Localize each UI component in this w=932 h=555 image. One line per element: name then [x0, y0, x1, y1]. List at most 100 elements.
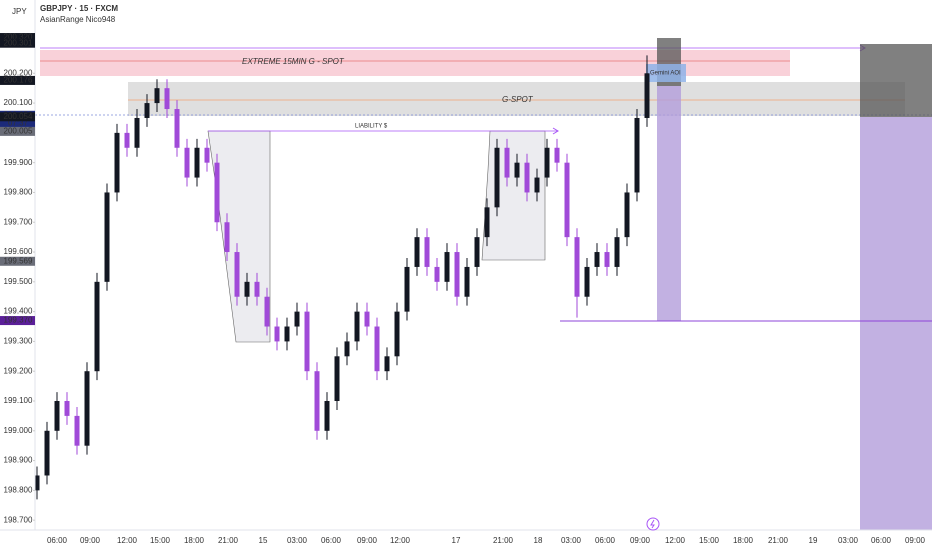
candle-body — [384, 356, 390, 372]
candle-body — [434, 266, 440, 282]
candle-body — [34, 475, 40, 491]
candles — [34, 55, 650, 500]
candle-body — [314, 371, 320, 431]
candle-body — [324, 401, 330, 431]
candle-body — [554, 147, 560, 163]
candle-body — [184, 147, 190, 178]
event-icon — [650, 519, 655, 529]
annotation: Gemini AOI — [650, 71, 681, 77]
y-tick-label: 198.800 — [4, 485, 33, 494]
candle-body — [404, 266, 410, 312]
x-tick-label: 12:00 — [390, 536, 411, 545]
g-spot-zone — [128, 82, 905, 116]
candle-body — [84, 371, 90, 446]
x-tick-label: 06:00 — [47, 536, 68, 545]
candle-body — [594, 252, 600, 267]
candle-body — [534, 177, 540, 193]
x-tick-label: 09:00 — [905, 536, 926, 545]
y-tick-label: 199.900 — [4, 158, 33, 167]
candle-body — [444, 252, 450, 282]
x-tick-label: 03:00 — [561, 536, 582, 545]
candle-body — [224, 222, 230, 253]
target-box — [657, 86, 681, 321]
candle-body — [204, 147, 210, 163]
price-badge — [0, 112, 35, 122]
target-box — [860, 117, 932, 530]
candle-body — [154, 88, 160, 104]
candle-body — [514, 162, 520, 178]
candle-body — [284, 326, 290, 342]
risk-box — [860, 44, 932, 117]
y-tick-label: 199.100 — [4, 396, 33, 405]
candle-body — [614, 237, 620, 267]
x-tick-label: 21:00 — [768, 536, 789, 545]
price-badge-label: 200.005 — [4, 126, 33, 135]
candle-body — [464, 266, 470, 297]
y-tick-label: 198.900 — [4, 456, 33, 465]
candle-body — [644, 73, 650, 118]
y-tick-label: 199.000 — [4, 426, 33, 435]
candle-body — [174, 109, 180, 148]
candle-body — [194, 147, 200, 178]
y-tick-label: 199.400 — [4, 307, 33, 316]
candle-body — [254, 281, 260, 297]
candle-body — [334, 356, 340, 402]
price-badge — [0, 256, 35, 266]
x-tick-label: 18 — [534, 536, 543, 545]
candle-body — [494, 147, 500, 208]
range-box — [481, 130, 546, 261]
countdown: 07:37 — [8, 118, 29, 127]
x-tick-label: 17 — [452, 536, 461, 545]
candle-body — [484, 207, 490, 238]
x-tick-label: 15:00 — [150, 536, 171, 545]
candle-body — [454, 252, 460, 297]
indicator: AsianRange Nico948 — [40, 15, 116, 24]
candle-body — [344, 341, 350, 357]
symbol: GBPJPY · 15 · FXCM — [40, 4, 118, 13]
price-badge — [0, 75, 35, 85]
price-badge-label: 200.301 — [4, 38, 33, 47]
x-tick-label: 18:00 — [733, 536, 754, 545]
candle-body — [364, 311, 370, 327]
x-tick-label: 15 — [259, 536, 268, 545]
candle-body — [424, 237, 430, 267]
event-icon[interactable] — [646, 517, 660, 531]
price-badge-label: 200.054 — [4, 112, 33, 121]
price-badge-label: 199.370 — [4, 316, 33, 325]
candle-body — [524, 162, 530, 193]
currency: JPY — [12, 7, 27, 16]
y-tick-label: 199.300 — [4, 337, 33, 346]
price-axis — [0, 0, 35, 550]
candle-body — [54, 401, 60, 431]
x-tick-label: 09:00 — [80, 536, 101, 545]
y-tick-label: 199.600 — [4, 247, 33, 256]
candle-body — [124, 132, 130, 148]
x-tick-label: 19 — [809, 536, 818, 545]
x-tick-label: 09:00 — [630, 536, 651, 545]
candle-body — [264, 296, 270, 327]
candle-body — [104, 192, 110, 282]
candle-body — [544, 147, 550, 178]
candle-body — [164, 88, 170, 110]
candle-body — [474, 237, 480, 267]
candle-body — [624, 192, 630, 238]
candle-body — [604, 252, 610, 267]
annotation: G-SPOT — [502, 95, 534, 104]
candle-body — [584, 266, 590, 297]
y-tick-label: 199.700 — [4, 217, 33, 226]
price-badge — [0, 38, 35, 48]
arrow — [552, 127, 559, 135]
price-badge-label: 200.176 — [4, 76, 33, 85]
y-tick-label: 200.200 — [4, 68, 33, 77]
time-axis — [0, 530, 932, 550]
candle-body — [214, 162, 220, 223]
candle-body — [244, 281, 250, 297]
candle-body — [94, 281, 100, 372]
annotation: LIABILITY $ — [355, 124, 388, 130]
price-badge — [0, 33, 35, 43]
price-badge-label: 199.569 — [4, 256, 33, 265]
x-tick-label: 06:00 — [321, 536, 342, 545]
candle-body — [634, 117, 640, 193]
price-badge — [0, 316, 35, 326]
